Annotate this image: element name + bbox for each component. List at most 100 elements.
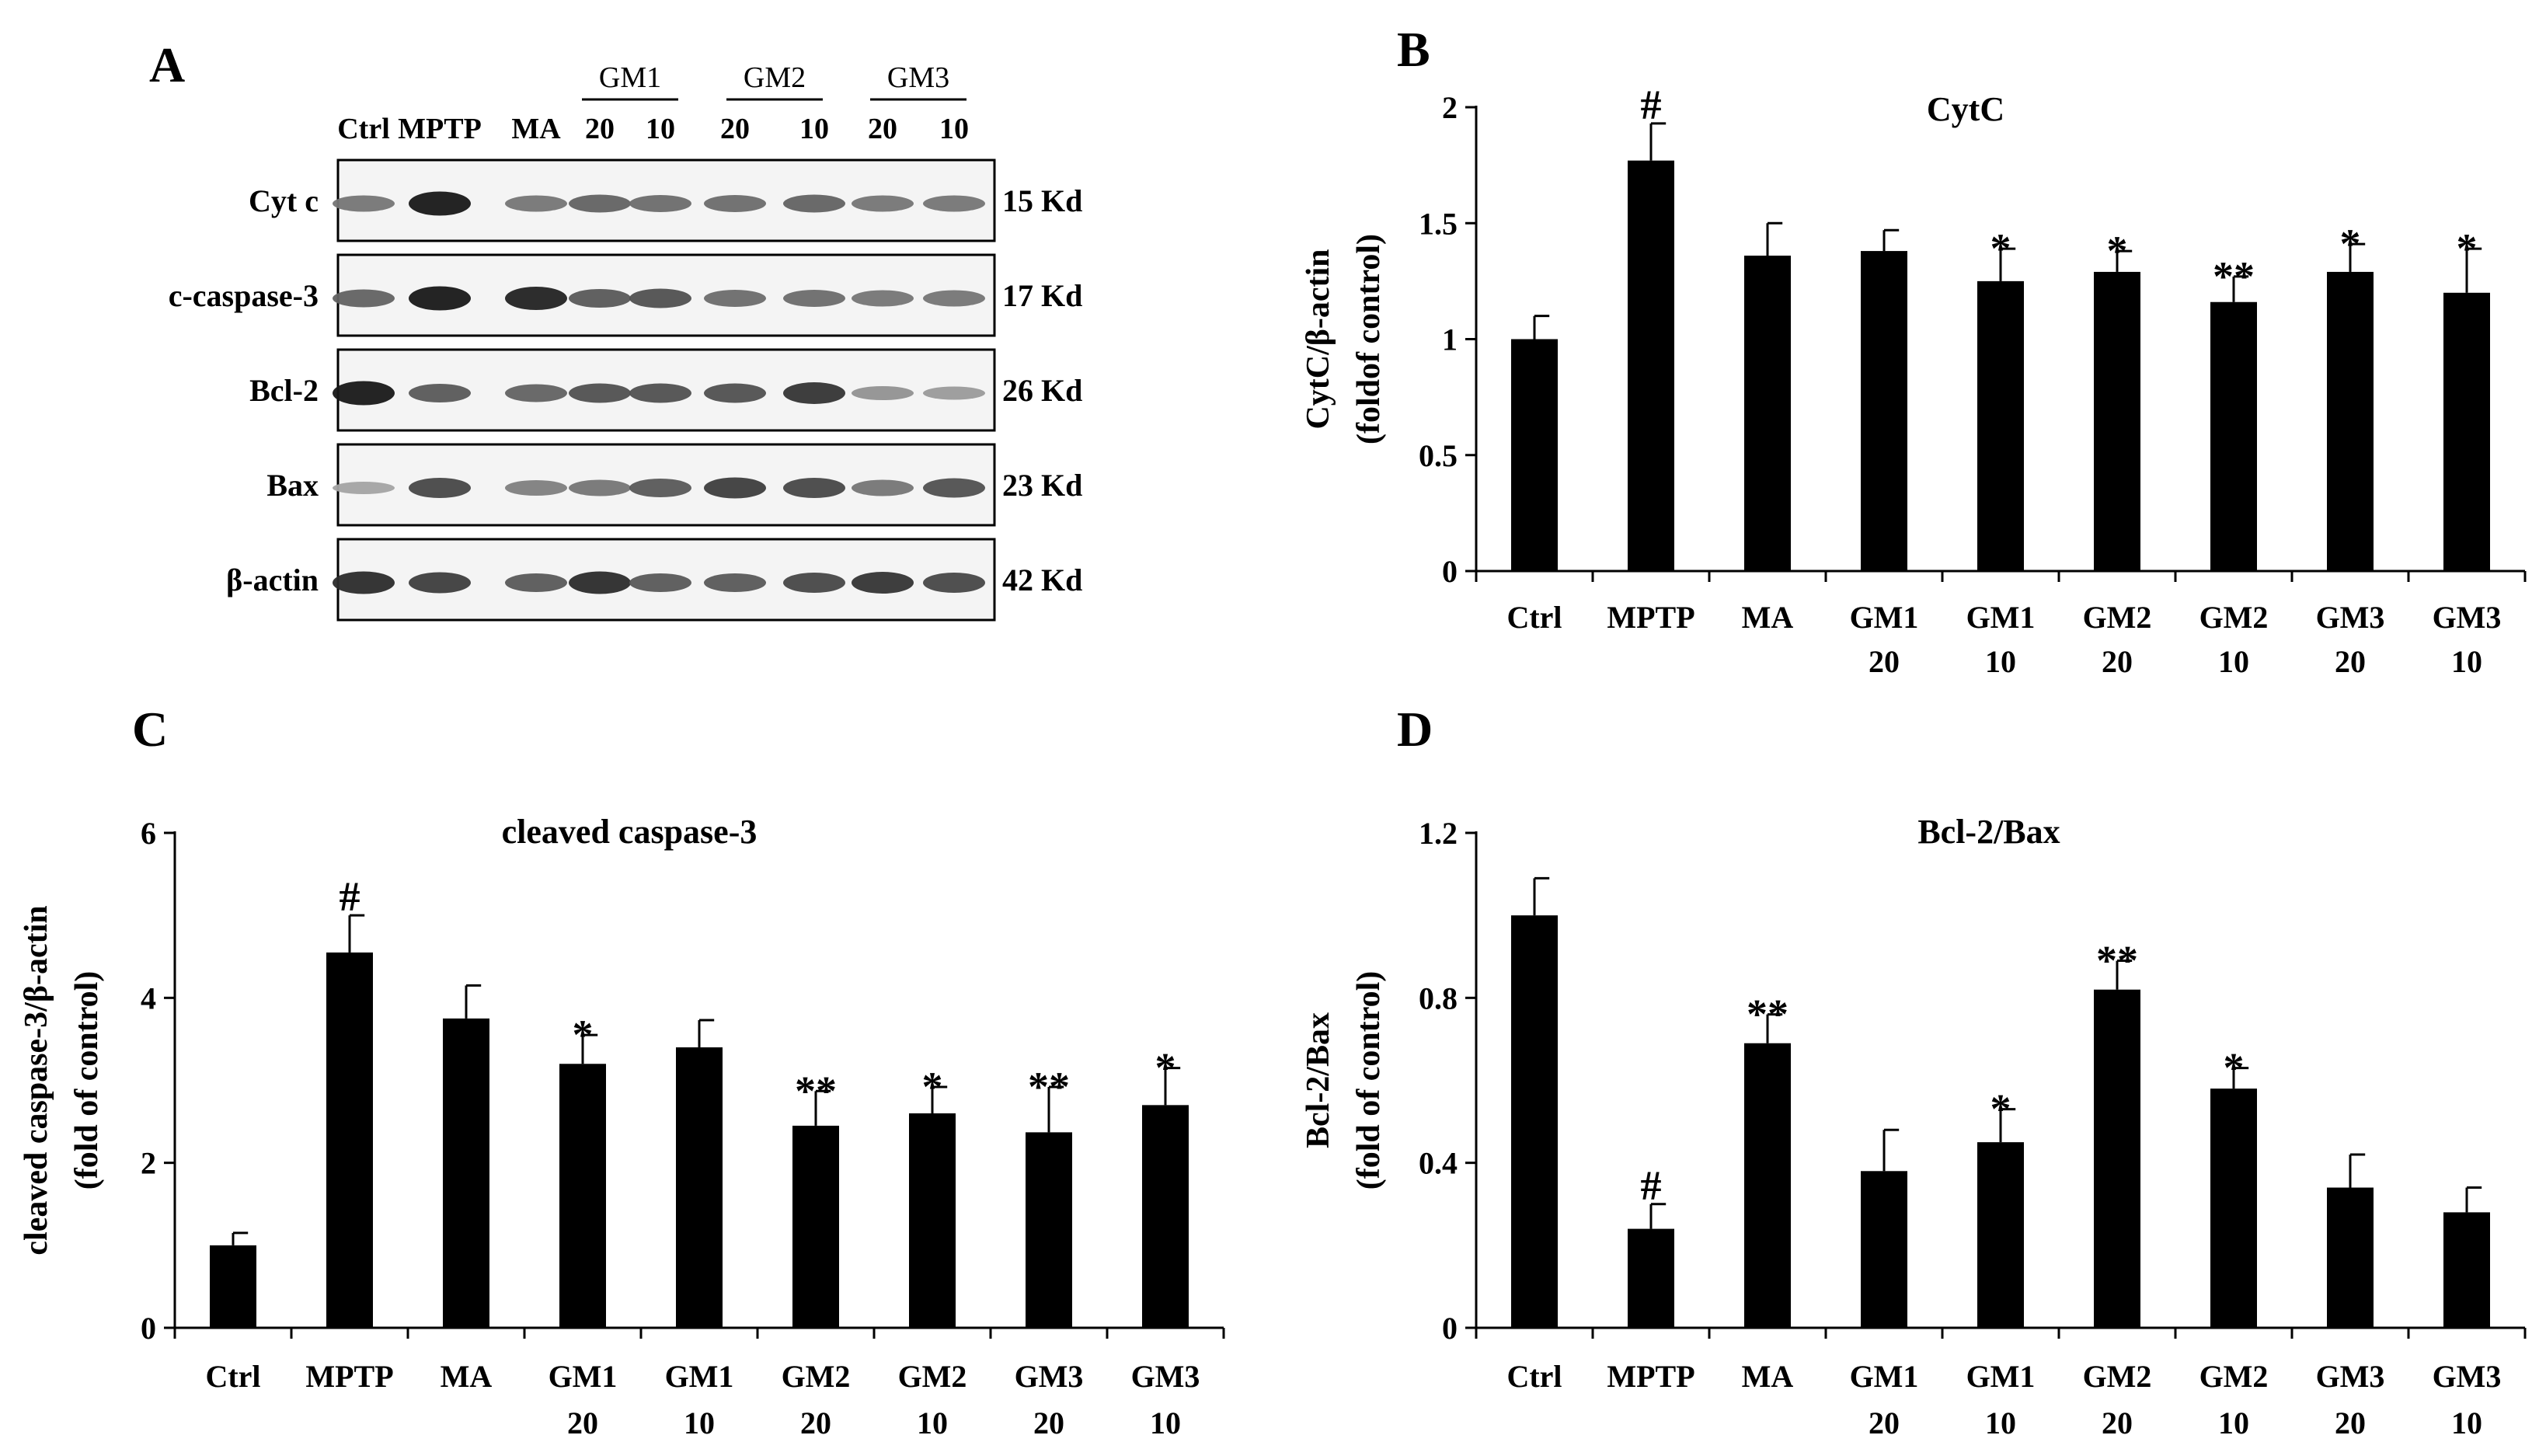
y-tick-label: 1.5 (1419, 206, 1458, 241)
y-tick-label: 0.5 (1419, 438, 1458, 473)
category-label: GM2 (2199, 600, 2269, 635)
category-label: GM2 (2083, 1359, 2152, 1394)
category-label: Ctrl (1506, 600, 1562, 635)
protein-band (852, 290, 914, 307)
protein-band (629, 195, 691, 212)
bar (559, 1064, 606, 1328)
blot-row: c-caspase-3 17 Kd (169, 253, 1082, 337)
category-label: GM2 (782, 1359, 851, 1394)
lane-label: MPTP (398, 113, 482, 145)
blot-row: β-actin 42 Kd (226, 538, 1082, 622)
category-label: GM3 (1131, 1359, 1200, 1394)
protein-band (852, 572, 914, 594)
protein-label: β-actin (226, 563, 319, 597)
significance-star-mark: ** (795, 1068, 837, 1114)
category-label: 10 (2451, 644, 2482, 679)
protein-band (505, 287, 567, 310)
lane-label: 20 (720, 113, 750, 145)
significance-star-mark: * (922, 1064, 943, 1110)
significance-hash-mark: # (1641, 1162, 1662, 1209)
protein-band (333, 381, 395, 406)
significance-star-mark: * (1155, 1045, 1176, 1092)
protein-band (333, 195, 395, 212)
category-label: 10 (1150, 1405, 1181, 1440)
significance-star-mark: ** (2213, 253, 2255, 300)
category-label: MA (1742, 600, 1794, 635)
protein-band (333, 289, 395, 308)
bar (1977, 280, 2024, 571)
protein-band (409, 384, 471, 402)
category-label: 10 (2451, 1405, 2482, 1440)
y-tick-label: 4 (141, 981, 156, 1015)
category-label: MA (441, 1359, 493, 1394)
y-tick-label: 0.8 (1419, 981, 1458, 1015)
y-tick-label: 6 (141, 816, 156, 851)
protein-band (505, 573, 567, 592)
bar (210, 1245, 256, 1328)
category-label: GM2 (2199, 1359, 2269, 1394)
category-label: 10 (1985, 644, 2016, 679)
significance-star-mark: * (573, 1012, 594, 1058)
lane-label: 20 (585, 113, 615, 145)
category-label: GM2 (2083, 600, 2152, 635)
bar (443, 1018, 489, 1328)
blot-row: Cyt c 15 Kd (249, 158, 1082, 242)
category-label: 20 (2335, 644, 2366, 679)
protein-label: c-caspase-3 (169, 278, 319, 313)
cleaved-caspase-chart-panel: C cleaved caspase-3 cleaved caspase-3/β-a… (19, 702, 1225, 1440)
lane-label: 10 (799, 113, 829, 145)
category-label: GM3 (2316, 1359, 2385, 1394)
category-label: 20 (2102, 1405, 2133, 1440)
category-label: Ctrl (1506, 1359, 1562, 1394)
category-label: MPTP (1607, 600, 1694, 635)
blot-row: Bcl-2 26 Kd (249, 348, 1082, 432)
y-tick-label: 0 (1442, 1311, 1458, 1346)
bar (326, 952, 373, 1328)
y-tick-label: 2 (141, 1146, 156, 1181)
category-label: MA (1742, 1359, 1794, 1394)
panel-label-c: C (132, 702, 168, 757)
protein-label: Bcl-2 (249, 373, 319, 408)
protein-band (629, 479, 691, 497)
category-label: GM3 (2433, 600, 2502, 635)
bar (1026, 1132, 1072, 1328)
blot-strips: Cyt c 15 Kd c-caspase-3 17 Kd Bcl-2 26 Kd Bax 2… (169, 158, 1082, 622)
bar (2210, 301, 2257, 571)
y-tick-label: 0.4 (1419, 1146, 1458, 1181)
category-label: 20 (1869, 644, 1900, 679)
bar (1628, 1228, 1674, 1328)
significance-star-mark: * (2340, 221, 2361, 267)
bar (2443, 292, 2490, 571)
category-label: GM3 (2316, 600, 2385, 635)
category-label: GM1 (1966, 1359, 2036, 1394)
protein-band (923, 290, 985, 307)
y-axis-label: Bcl-2/Bax (1301, 1012, 1336, 1148)
protein-band (923, 386, 985, 400)
category-label: 10 (917, 1405, 948, 1440)
molecular-weight-label: 15 Kd (1002, 183, 1082, 218)
protein-band (409, 572, 471, 594)
y-tick-label: 1.2 (1419, 816, 1458, 851)
protein-band (783, 478, 845, 498)
protein-band (505, 384, 567, 402)
protein-band (783, 290, 845, 307)
protein-band (629, 288, 691, 308)
molecular-weight-label: 23 Kd (1002, 468, 1082, 503)
y-tick-label: 0 (141, 1311, 156, 1346)
molecular-weight-label: 42 Kd (1002, 563, 1082, 597)
significance-star-mark: * (1990, 1086, 2011, 1133)
protein-label: Cyt c (249, 183, 319, 218)
bar (2443, 1212, 2490, 1328)
protein-band (569, 571, 631, 594)
bar (676, 1047, 723, 1328)
category-label: MPTP (1607, 1359, 1694, 1394)
panel-label-a: A (149, 37, 185, 92)
protein-band (923, 478, 985, 498)
category-label: 20 (2102, 644, 2133, 679)
significance-hash-mark: # (1641, 82, 1662, 128)
protein-band (409, 478, 471, 498)
protein-band (569, 194, 631, 213)
lane-label: MA (511, 113, 561, 145)
category-label: 10 (2218, 1405, 2249, 1440)
bar (792, 1125, 839, 1328)
